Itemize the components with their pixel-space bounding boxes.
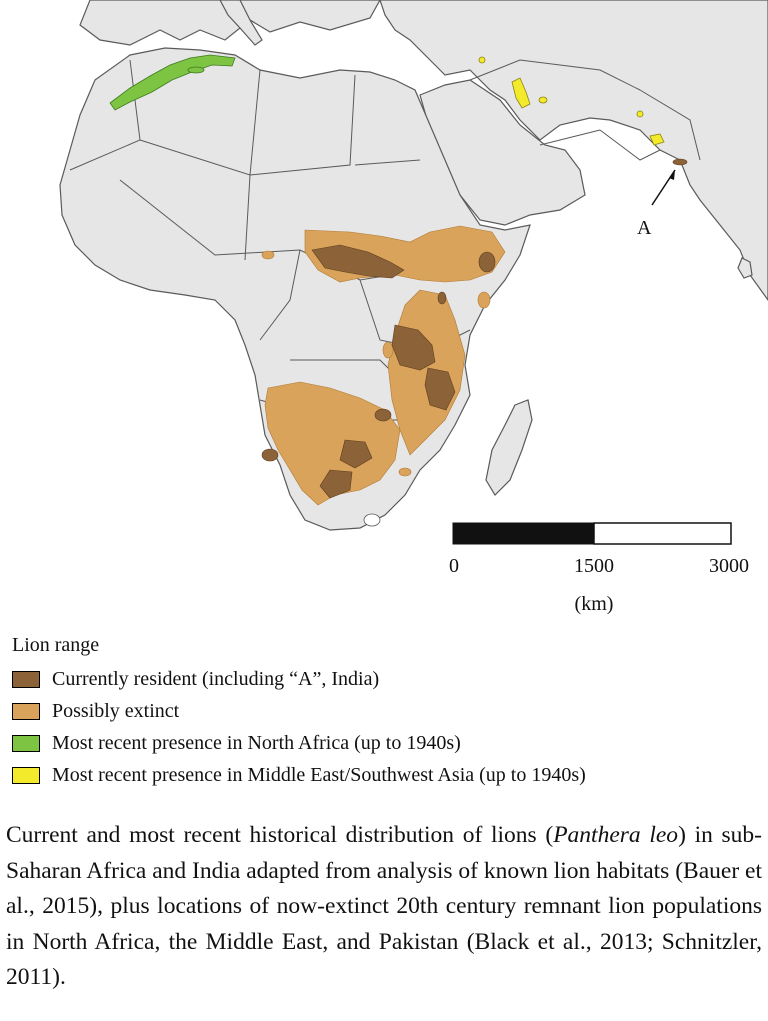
- scale-tick-1500: 1500: [574, 555, 614, 577]
- legend-item-extinct: Possibly extinct: [12, 695, 762, 727]
- italy-landmass: [219, 0, 263, 46]
- middle-east-range: [478, 56, 665, 146]
- turkey-asia-landmass: [379, 0, 768, 302]
- scale-bar: 0 1500 3000 (km): [449, 522, 749, 615]
- legend-swatch-north-africa: [12, 734, 40, 752]
- caption-part1: Current and most recent historical distr…: [6, 822, 554, 848]
- figure-caption: Current and most recent historical distr…: [6, 818, 762, 996]
- marker-a-arrowhead: [669, 170, 675, 180]
- legend-title: Lion range: [12, 634, 100, 656]
- legend-item-resident: Currently resident (including “A”, India…: [12, 663, 762, 695]
- lion-range-map: A 0 1500 3000 (km): [59, 0, 768, 615]
- marker-a-label: A: [637, 217, 652, 239]
- scale-tick-3000: 3000: [709, 555, 749, 577]
- north-africa-range: [109, 54, 236, 111]
- legend-label-north-africa: Most recent presence in North Africa (up…: [52, 731, 461, 754]
- europe-landmass: [79, 0, 381, 46]
- legend: Lion range Currently resident (including…: [12, 634, 762, 791]
- legend-label-extinct: Possibly extinct: [52, 699, 180, 722]
- madagascar-landmass: [485, 399, 533, 496]
- scale-tick-0: 0: [449, 555, 459, 577]
- legend-swatch-resident: [12, 670, 40, 688]
- legend-item-north-africa: Most recent presence in North Africa (up…: [12, 727, 762, 759]
- caption-species: Panthera leo: [553, 822, 679, 848]
- legend-label-resident: Currently resident (including “A”, India…: [52, 667, 380, 690]
- legend-item-middle-east: Most recent presence in Middle East/Sout…: [12, 759, 762, 791]
- legend-swatch-middle-east: [12, 766, 40, 784]
- resident-range: [261, 158, 688, 499]
- sri-lanka-landmass: [737, 257, 753, 279]
- legend-label-middle-east: Most recent presence in Middle East/Sout…: [52, 763, 586, 786]
- scale-unit: (km): [575, 593, 614, 615]
- legend-swatch-extinct: [12, 702, 40, 720]
- caption-part2: ) in sub-Saharan Africa and India adapte…: [6, 822, 763, 990]
